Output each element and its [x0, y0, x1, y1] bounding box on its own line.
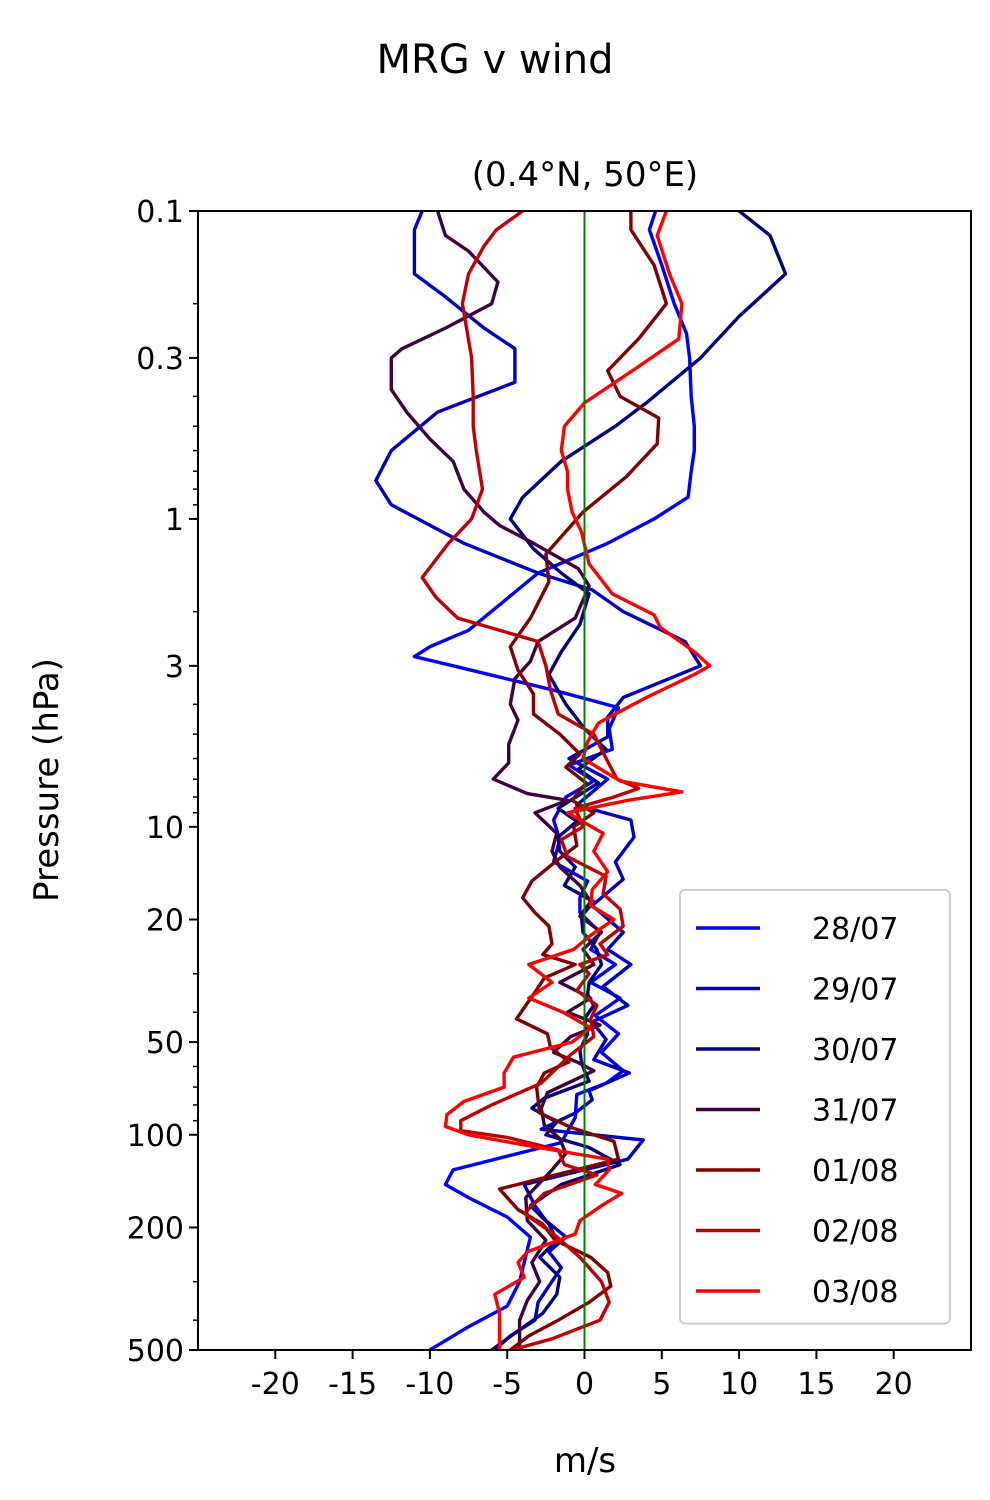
y-tick-label: 0.3 [136, 342, 184, 377]
y-tick-label: 20 [146, 904, 184, 939]
x-tick-label: 5 [652, 1367, 671, 1402]
y-tick-label: 200 [127, 1211, 184, 1246]
y-tick-label: 50 [146, 1026, 184, 1061]
legend-label: 03/08 [812, 1275, 898, 1310]
legend-label: 31/07 [812, 1094, 898, 1129]
x-tick-label: -15 [328, 1367, 377, 1402]
legend-label: 01/08 [812, 1154, 898, 1189]
legend-label: 30/07 [812, 1033, 898, 1068]
y-tick-label: 100 [127, 1119, 184, 1154]
y-tick-label: 10 [146, 811, 184, 846]
series-line-29-07 [374, 211, 703, 1350]
x-tick-label: 0 [575, 1367, 594, 1402]
y-tick-label: 3 [165, 650, 184, 685]
legend-label: 28/07 [812, 912, 898, 947]
legend-box [679, 889, 951, 1325]
x-tick-label: -5 [492, 1367, 522, 1402]
y-tick-label: 0.1 [136, 195, 184, 230]
x-tick-label: -10 [405, 1367, 454, 1402]
y-tick-label: 1 [165, 503, 184, 538]
y-axis-label: Pressure (hPa) [27, 658, 67, 902]
series-line-31-07 [389, 211, 604, 1350]
legend-label: 29/07 [812, 973, 898, 1008]
x-tick-label: 15 [797, 1367, 835, 1402]
series-line-03-08 [443, 211, 712, 1350]
x-tick-label: 10 [720, 1367, 758, 1402]
x-axis-label: m/s [554, 1441, 616, 1481]
y-tick-label: 500 [127, 1334, 184, 1369]
chart-title: MRG v wind [377, 37, 614, 83]
chart-subtitle: (0.4°N, 50°E) [472, 155, 698, 195]
x-tick-label: 20 [875, 1367, 913, 1402]
series-line-01-08 [497, 211, 669, 1350]
x-tick-label: -20 [251, 1367, 300, 1402]
series-line-28-07 [412, 211, 696, 1350]
series-line-02-08 [420, 211, 641, 1350]
legend-label: 02/08 [812, 1215, 898, 1250]
